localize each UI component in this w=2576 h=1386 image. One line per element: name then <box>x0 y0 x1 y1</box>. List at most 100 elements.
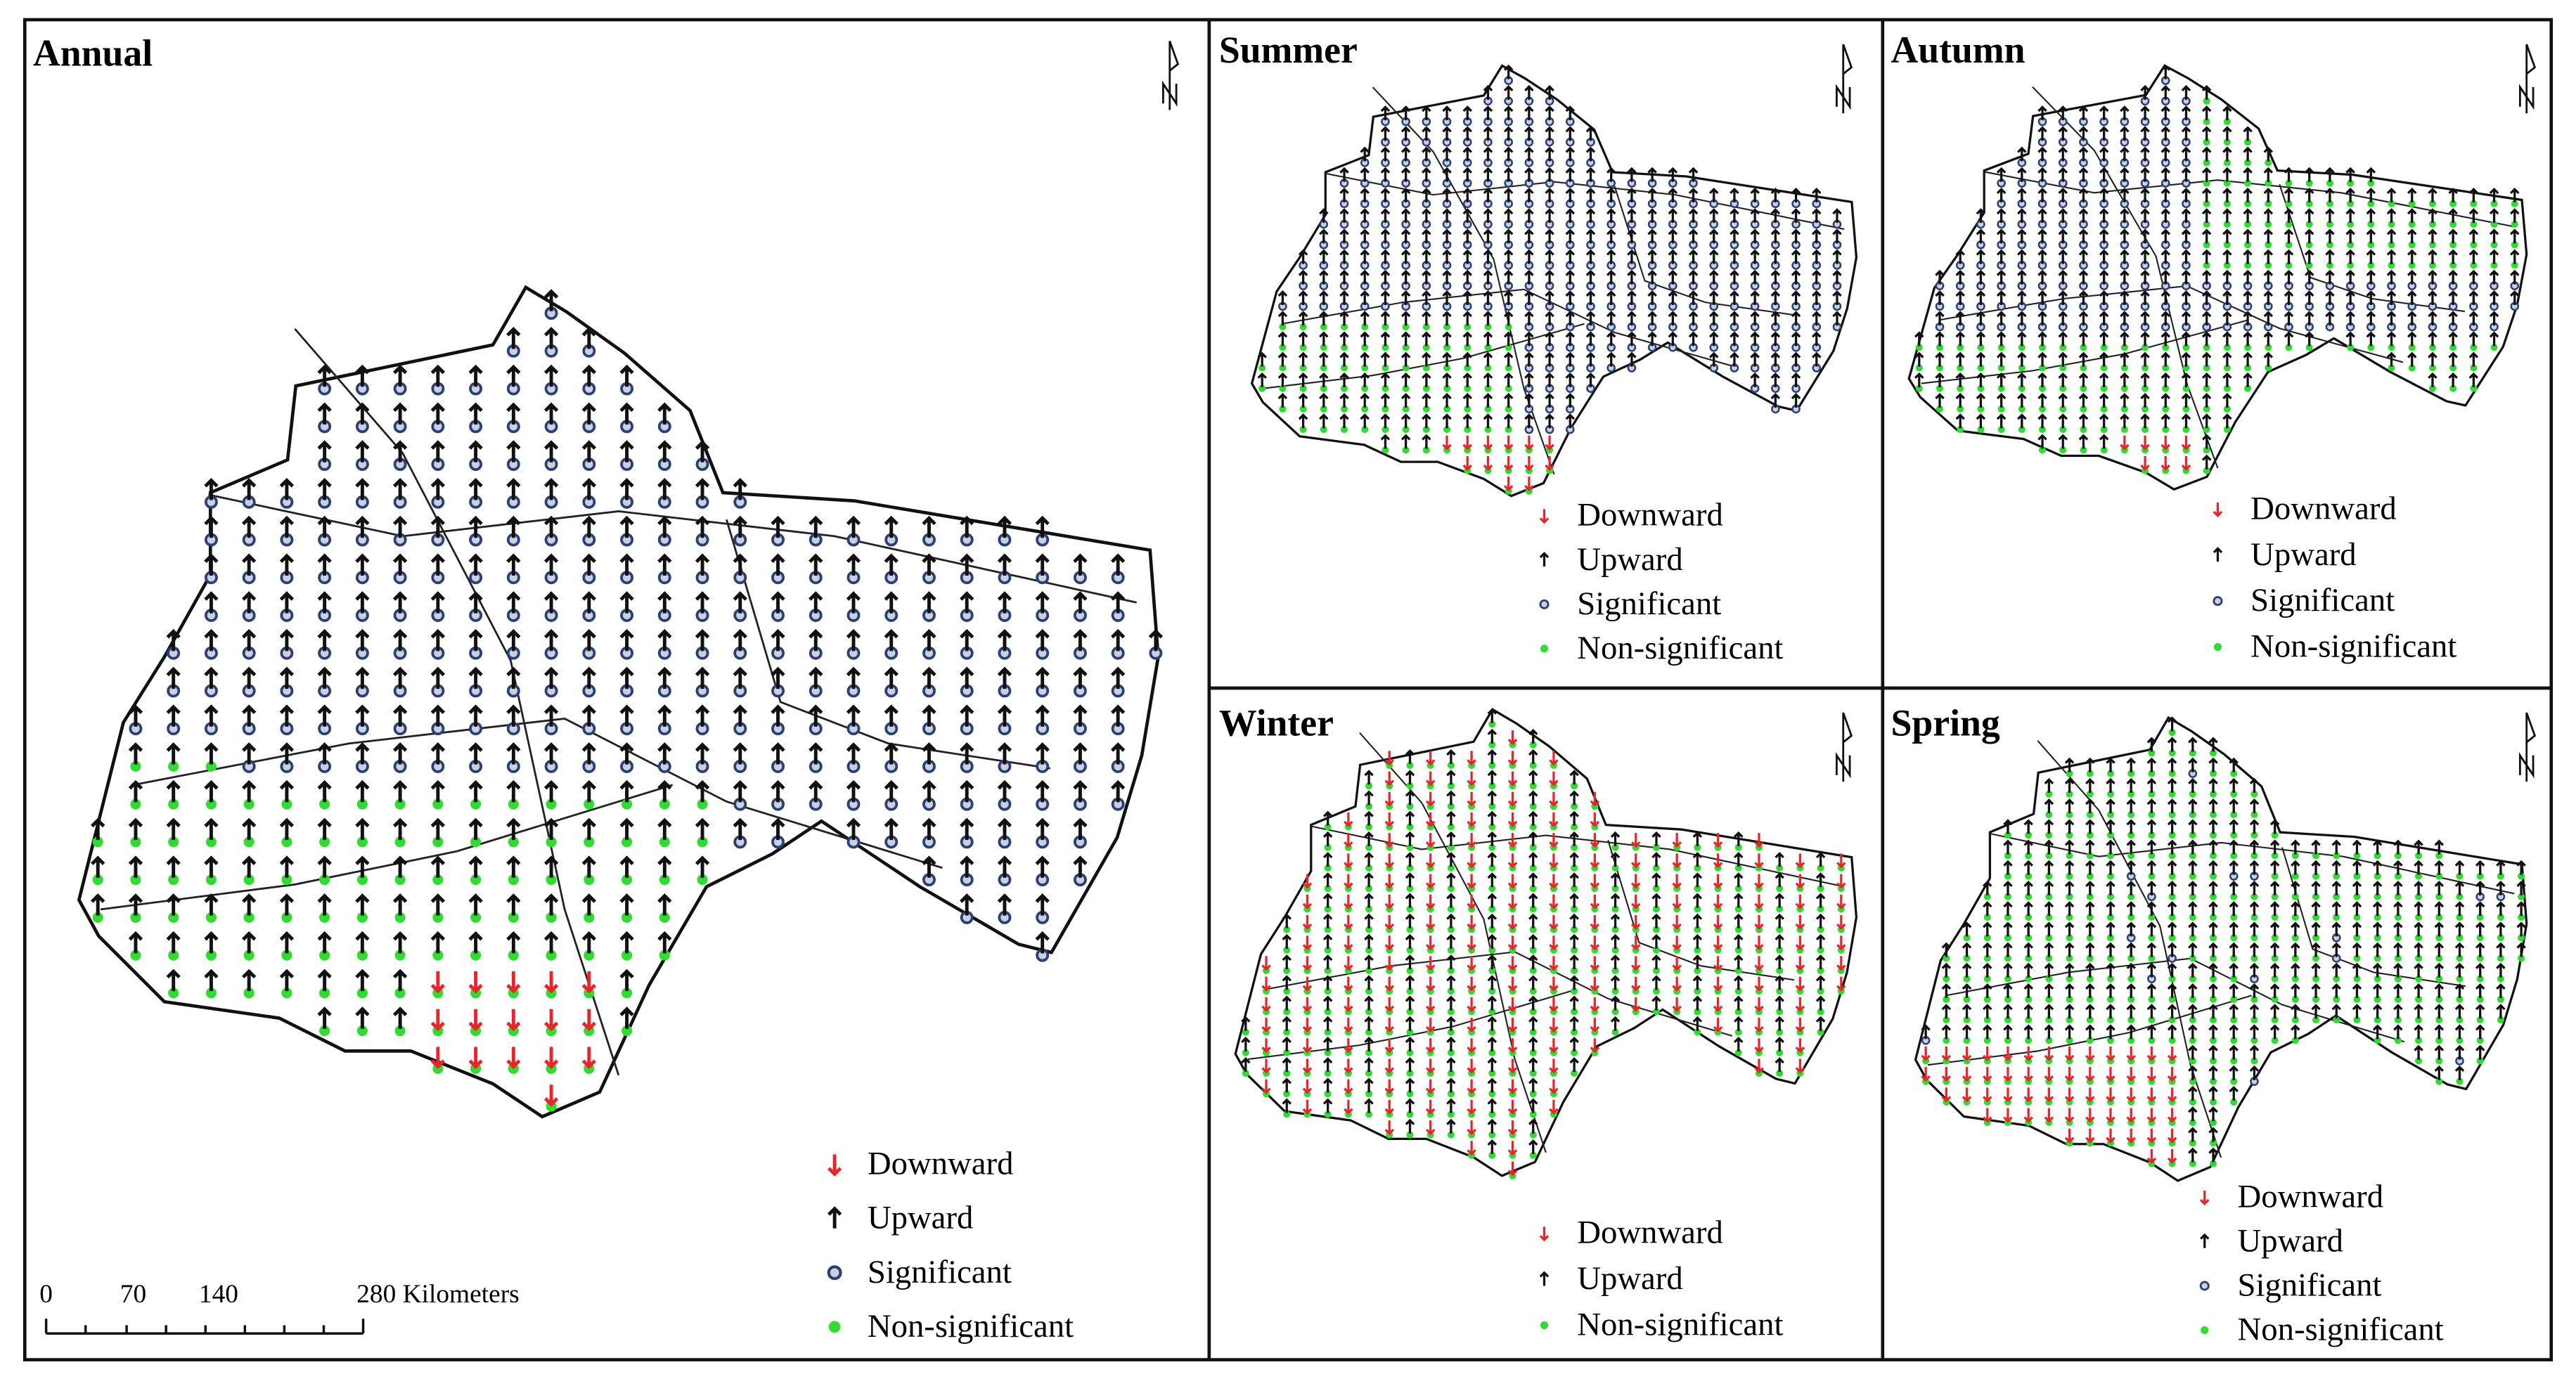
arrow-up <box>2448 187 2458 202</box>
arrow-down <box>2181 455 2191 471</box>
arrow-up <box>1319 311 1329 326</box>
arrow-up <box>2120 208 2130 224</box>
arrow-up <box>1483 372 1493 387</box>
dot <box>1365 1069 1373 1077</box>
dot <box>1571 843 1578 851</box>
dot <box>1447 926 1455 933</box>
arrow-up <box>2078 187 2089 202</box>
arrow-up <box>1585 311 1596 326</box>
dot <box>1324 1110 1332 1118</box>
arrow-up <box>2510 269 2520 285</box>
dot <box>1488 761 1496 769</box>
arrow-up <box>1446 872 1456 888</box>
ring <box>2199 1281 2210 1291</box>
arrow-down <box>1507 976 1518 992</box>
arrow-up <box>242 515 257 538</box>
dot <box>2470 344 2478 351</box>
arrow-down <box>506 1047 521 1070</box>
arrow-up <box>468 515 483 538</box>
dot <box>1529 803 1537 810</box>
arrow-down <box>1467 1099 1476 1115</box>
arrow-up <box>2078 126 2089 141</box>
arrow-up <box>1569 893 1579 908</box>
dot <box>1571 946 1578 954</box>
arrow-up <box>242 779 257 803</box>
dot <box>1324 1008 1332 1016</box>
dot <box>1365 1008 1373 1016</box>
dot <box>1488 741 1496 749</box>
arrow-up <box>2284 208 2294 224</box>
arrow-up <box>543 893 559 916</box>
arrow-up <box>1503 146 1514 162</box>
dot <box>1464 364 1471 372</box>
arrow-up <box>1668 269 1678 285</box>
arrow-up <box>884 742 899 765</box>
arrow-up <box>2099 146 2109 162</box>
dot <box>2408 364 2416 372</box>
arrow-up <box>1035 553 1050 576</box>
dot <box>1529 966 1537 975</box>
dot <box>394 912 406 923</box>
arrow-up <box>1627 351 1637 367</box>
arrow-up <box>1360 269 1370 285</box>
dot <box>621 874 633 886</box>
arrow-up <box>1976 311 1986 326</box>
arrow-up <box>2345 228 2355 244</box>
arrow-up <box>2140 413 2150 429</box>
arrow-up <box>2222 228 2232 244</box>
arrow-up <box>1322 1057 1333 1073</box>
dot <box>281 874 292 886</box>
arrow-up <box>2120 167 2130 182</box>
arrow-up <box>1277 393 1288 408</box>
arrow-down <box>1467 1141 1476 1156</box>
dot <box>1936 364 1944 372</box>
dot <box>2203 138 2210 146</box>
arrow-up <box>2058 372 2068 387</box>
dot <box>584 950 595 961</box>
arrow-down <box>1261 976 1271 992</box>
arrow-up <box>430 893 446 916</box>
arrow-up <box>960 591 974 614</box>
arrow-up <box>1405 913 1415 928</box>
dot <box>1365 823 1373 831</box>
arrow-up <box>1322 831 1333 846</box>
arrow-up <box>1487 1036 1498 1051</box>
dot <box>1361 405 1369 413</box>
arrow-up <box>1770 208 1781 224</box>
dot <box>2244 384 2252 392</box>
arrow-up <box>1405 852 1415 867</box>
arrow-up <box>2120 269 2130 285</box>
arrow-down <box>468 971 483 994</box>
arrow-up <box>2120 413 2130 429</box>
arrow-down <box>1507 791 1518 807</box>
arrow-up <box>1524 146 1534 162</box>
arrow-down <box>1467 915 1476 931</box>
arrow-up <box>2510 290 2520 306</box>
arrow-up <box>1791 311 1801 326</box>
arrow-up <box>2304 228 2314 244</box>
arrow-up <box>2345 290 2355 306</box>
dot <box>1488 843 1496 851</box>
arrow-up <box>581 704 596 727</box>
arrow-up <box>2160 187 2171 202</box>
arrow-up <box>2386 269 2397 285</box>
dot <box>2326 261 2333 269</box>
dot <box>1977 426 1985 434</box>
arrow-up <box>1708 249 1719 264</box>
arrow-up <box>2099 228 2109 244</box>
arrow-up <box>2181 269 2191 285</box>
arrow-down <box>1384 935 1395 951</box>
arrow-up <box>2099 311 2109 326</box>
dot <box>659 912 670 923</box>
arrow-up <box>1380 146 1391 162</box>
dot <box>697 874 708 886</box>
arrow-down <box>1507 1018 1518 1033</box>
arrow-up <box>1935 331 1945 346</box>
arrow-up <box>1446 770 1456 785</box>
arrow-up <box>846 591 861 614</box>
arrow-up <box>1380 393 1391 408</box>
dot <box>1406 823 1414 831</box>
arrow-up <box>1569 810 1579 826</box>
arrow-up <box>2222 146 2232 162</box>
arrow-up <box>1569 872 1579 888</box>
